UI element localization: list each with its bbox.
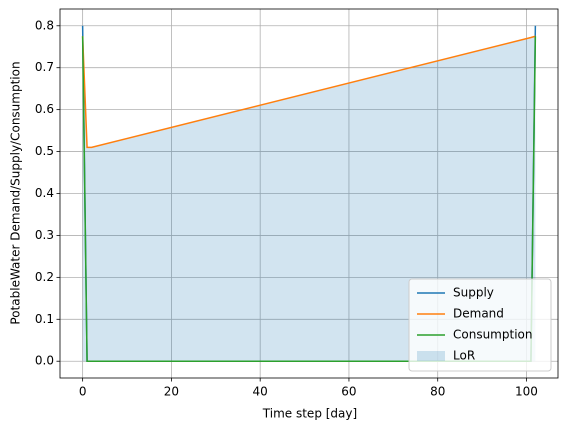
line [81,36,537,362]
legend-swatch [417,351,445,361]
y-tick-label: 0.8 [35,18,54,32]
legend-label: Supply [453,286,494,300]
y-tick-label: 0.1 [35,312,54,326]
x-axis-label: Time step [day] [262,407,357,421]
x-tick-label: 40 [253,385,268,399]
legend: Supply Demand Consumption LoR [408,278,552,372]
y-tick-label: 0.4 [35,186,54,200]
y-tick-label: 0.5 [35,144,54,158]
y-tick-label: 0.6 [35,102,54,116]
y-axis-label: PotableWater Demand/Supply/Consumption [9,61,23,324]
y-tick-label: 0.2 [35,270,54,284]
legend-label: LoR [453,349,475,363]
line [81,35,536,149]
x-tick-label: 100 [515,385,538,399]
plot-frame [59,8,559,379]
x-tick-label: 0 [79,385,87,399]
legend-label: Consumption [453,328,532,342]
x-tick-label: 60 [341,385,356,399]
legend-box [408,278,552,372]
y-tick-label: 0.0 [35,354,54,368]
y-tick-label: 0.3 [35,228,54,242]
x-tick-label: 80 [430,385,445,399]
x-tick-label: 20 [164,385,179,399]
y-tick-label: 0.7 [35,60,54,74]
area [82,25,536,362]
legend-label: Demand [453,307,504,321]
